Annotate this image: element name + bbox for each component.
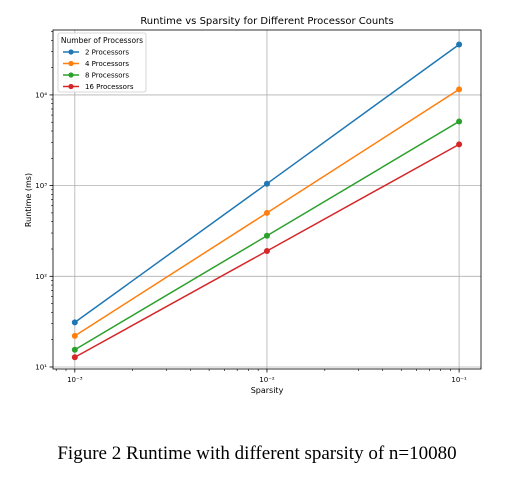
x-axis-ticks: 10⁻³ 10⁻² 10⁻¹ (67, 369, 467, 384)
figure-caption: Figure 2 Runtime with different sparsity… (57, 443, 457, 464)
x-tick-label: 10⁻¹ (451, 376, 467, 384)
data-point (456, 118, 463, 125)
legend-title: Number of Processors (61, 36, 143, 45)
legend-box (57, 32, 147, 93)
legend-label: 16 Processors (85, 83, 134, 91)
data-point (71, 346, 78, 353)
legend-label: 4 Processors (85, 60, 129, 68)
data-point (71, 319, 78, 326)
legend-marker (68, 72, 74, 78)
chart: Runtime vs Sparsity for Different Proces… (24, 16, 482, 395)
legend-marker (68, 60, 74, 67)
x-tick-label: 10⁻² (259, 376, 275, 384)
data-point (71, 354, 78, 361)
data-point (263, 180, 270, 187)
y-axis-ticks: 10¹ 10² 10³ 10⁴ (35, 91, 53, 371)
data-point (456, 41, 463, 48)
y-tick-label: 10² (35, 273, 47, 281)
y-tick-label: 10³ (35, 182, 47, 190)
chart-title: Runtime vs Sparsity for Different Proces… (140, 16, 393, 27)
data-point (263, 209, 270, 216)
series-lines (71, 41, 463, 361)
legend-label: 8 Processors (85, 72, 129, 80)
data-point (456, 141, 463, 148)
data-point (456, 86, 463, 93)
legend-items: 2 Processors 4 Processors 8 Processors 16 P… (63, 49, 134, 91)
data-point (71, 332, 78, 339)
legend-marker (68, 49, 74, 55)
legend-marker (68, 83, 74, 90)
y-axis-label: Runtime (ms) (24, 173, 33, 227)
data-point (263, 248, 270, 255)
x-tick-label: 10⁻³ (67, 376, 83, 384)
legend-label: 2 Processors (85, 49, 129, 57)
data-point (263, 232, 270, 239)
legend: Number of Processors 2 Processors 4 Proce… (57, 32, 147, 93)
x-axis-label: Sparsity (251, 386, 284, 395)
y-tick-label: 10⁴ (35, 91, 47, 99)
y-tick-label: 10¹ (35, 363, 47, 371)
